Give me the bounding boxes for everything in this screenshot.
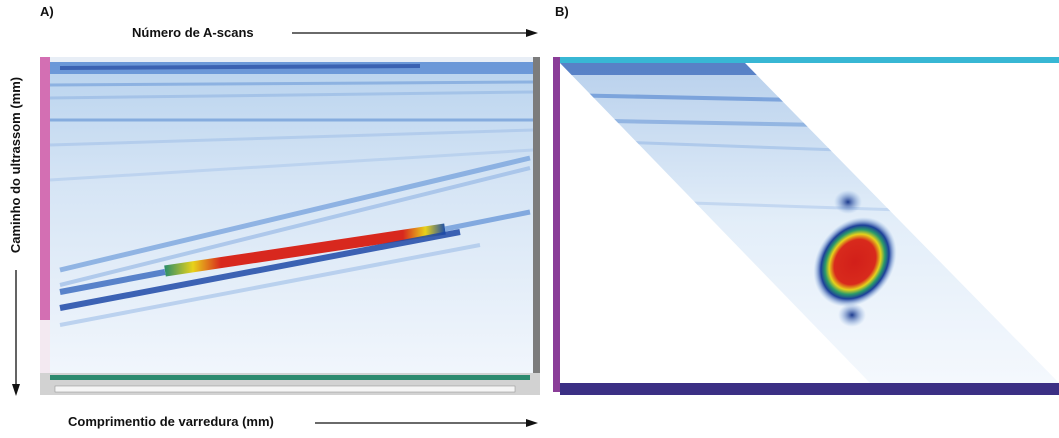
- arrow-head: [12, 384, 20, 396]
- arrow-head: [526, 419, 538, 427]
- axis-label: Número de A-scans: [132, 25, 254, 40]
- axis-label: Comprimentio de varredura (mm): [68, 414, 274, 429]
- axis-label: Caminho do ultrassom (mm): [8, 77, 23, 253]
- panel-label: A): [40, 4, 54, 19]
- arrow-head: [526, 29, 538, 37]
- panel-label: B): [555, 4, 569, 19]
- scan-a: [40, 57, 540, 395]
- scan-b: [553, 57, 1059, 395]
